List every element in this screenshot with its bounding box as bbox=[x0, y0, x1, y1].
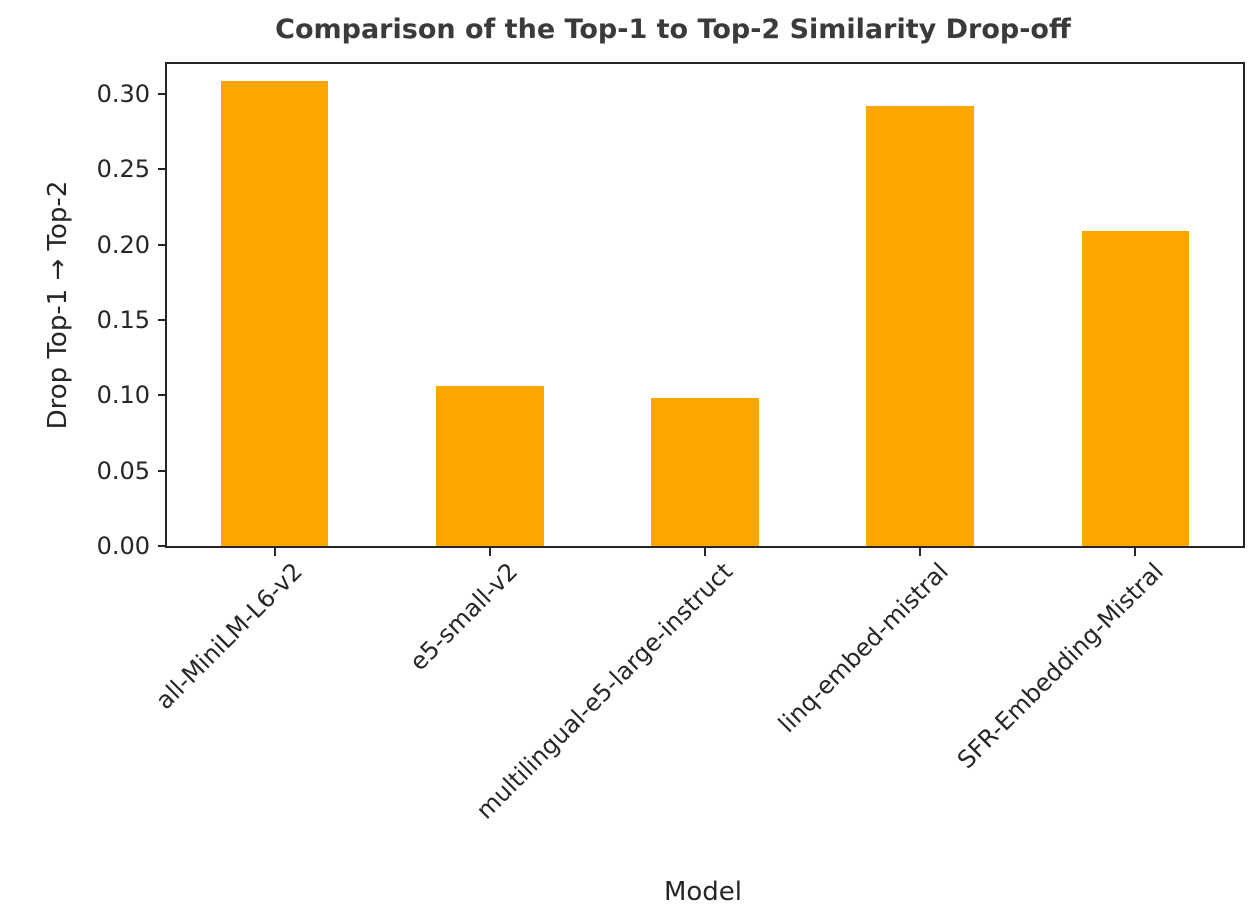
x-tick-mark bbox=[488, 546, 491, 556]
y-tick-label: 0.25 bbox=[96, 155, 150, 184]
x-tick-label: multilingual-e5-large-instruct bbox=[470, 557, 739, 825]
bar bbox=[1081, 231, 1190, 546]
y-tick-mark bbox=[158, 394, 165, 397]
y-tick-label: 0.15 bbox=[96, 306, 150, 335]
x-tick-mark bbox=[273, 546, 276, 556]
y-tick-mark bbox=[158, 168, 165, 171]
x-tick-mark bbox=[704, 546, 706, 556]
x-axis-label: Model bbox=[663, 877, 743, 907]
y-tick-label: 0.10 bbox=[96, 381, 150, 410]
x-tick-mark bbox=[919, 546, 922, 556]
y-tick-label: 0.05 bbox=[96, 456, 150, 485]
bar bbox=[436, 386, 544, 546]
bar bbox=[866, 106, 974, 546]
bar bbox=[220, 80, 329, 546]
bar bbox=[651, 398, 759, 546]
y-tick-label: 0.30 bbox=[96, 80, 150, 109]
y-tick-label: 0.00 bbox=[96, 532, 150, 560]
y-tick-mark bbox=[158, 469, 165, 472]
y-tick-label: 0.20 bbox=[96, 230, 150, 259]
x-tick-label: all-MiniLM-L6-v2 bbox=[150, 557, 308, 715]
y-tick-mark bbox=[158, 545, 165, 547]
plot-area: 0.00 0.05 0.10 0.15 0.20 0.25 0.30 all-MiniLM-L… bbox=[97, 62, 1245, 825]
chart-title: Comparison of the Top-1 to Top-2 Similar… bbox=[275, 14, 1071, 45]
y-tick-mark bbox=[158, 93, 165, 96]
x-tick-label: linq-embed-mistral bbox=[772, 557, 954, 739]
y-tick-mark bbox=[158, 319, 165, 322]
y-tick-mark bbox=[158, 243, 165, 246]
x-tick-label: e5-small-v2 bbox=[404, 557, 523, 677]
y-axis-label: Drop Top-1 → Top-2 bbox=[43, 180, 73, 430]
x-tick-label: SFR-Embedding-Mistral bbox=[951, 557, 1169, 775]
x-tick-mark bbox=[1134, 546, 1137, 556]
